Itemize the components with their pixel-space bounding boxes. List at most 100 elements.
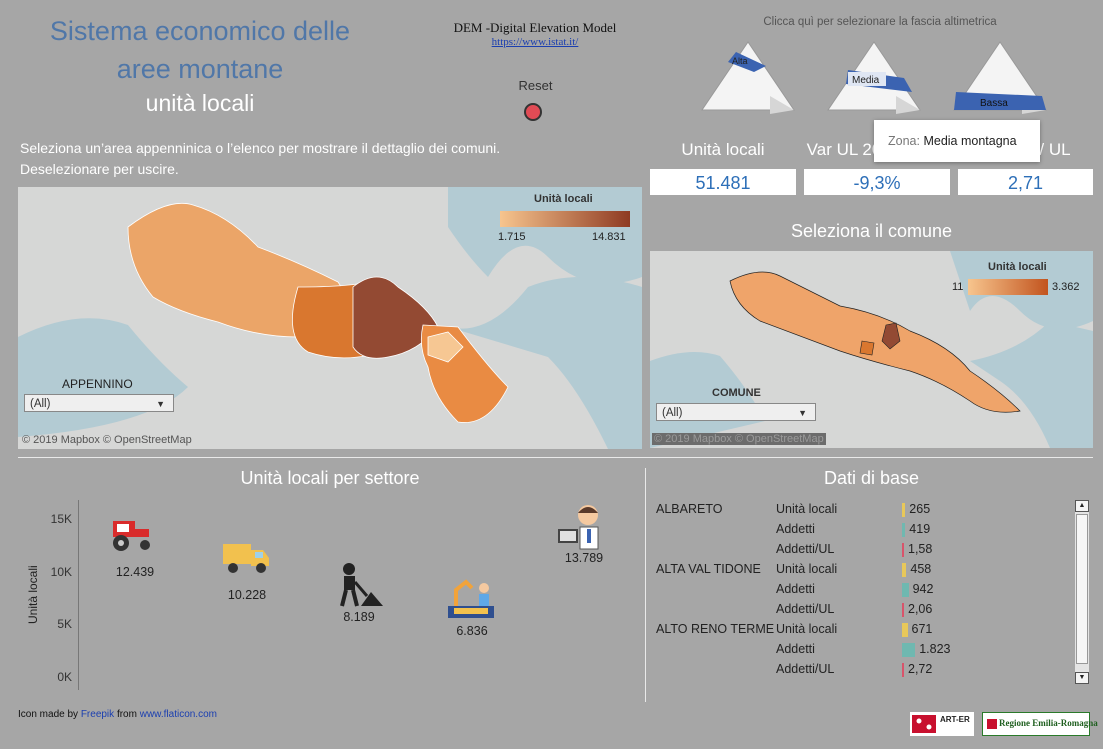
page-title-line2: aree montane (116, 54, 284, 84)
table-row[interactable]: Addetti/UL 2,06 (654, 600, 1072, 620)
kpi-value-addetti-ul: 2,71 (958, 169, 1093, 195)
value-cell: 1.823 (919, 642, 951, 656)
factory-robot-icon (448, 579, 494, 618)
pyramid-band-bassa (954, 92, 1046, 110)
dati-scrollbar[interactable]: ▲ ▼ (1075, 500, 1089, 684)
appennino-filter-select[interactable]: (All) ▼ (24, 394, 174, 412)
value-bar (902, 663, 904, 677)
pyramid-media-button[interactable]: Media (824, 38, 924, 118)
office-worker-icon (558, 504, 599, 550)
right-legend-max: 3.362 (1052, 281, 1080, 293)
value-bar (902, 643, 916, 657)
y-tick-label: 15K (50, 512, 72, 526)
table-row[interactable]: Addetti/UL 1,58 (654, 540, 1072, 560)
pyramid-band-alta (728, 52, 766, 72)
pyramid-side (896, 96, 920, 114)
table-row[interactable]: Addetti/UL 2,72 (654, 660, 1072, 680)
instructions-line1: Seleziona un’area appenninica o l’elenco… (20, 140, 501, 156)
comune-cell: ALBARETO (656, 502, 723, 516)
left-legend-title: Unità locali (534, 193, 593, 205)
pyramid-label-alta: Alta (732, 56, 748, 66)
table-row[interactable]: Addetti 419 (654, 520, 1072, 540)
appennino-map[interactable]: Unità locali 1.715 14.831 APPENNINO (All… (18, 187, 642, 449)
value-bar (902, 543, 904, 557)
right-legend-bar (968, 279, 1048, 295)
region-light[interactable] (427, 331, 464, 363)
comune-filter-select[interactable]: (All) ▼ (656, 403, 816, 421)
tractor-icon (113, 520, 150, 551)
comune-map-title: Seleziona il comune (790, 221, 953, 241)
sector-value-label: 6.836 (456, 623, 488, 638)
comune-mid[interactable] (859, 340, 875, 356)
tooltip-key: Zona: (888, 134, 920, 148)
sea-adriatic-south (448, 277, 642, 449)
metric-cell: Addetti/UL (776, 542, 835, 556)
kpi-value-var-ul: -9,3% (804, 169, 950, 195)
table-row[interactable]: Addetti 1.823 (654, 640, 1072, 660)
regione-logo: Regione Emilia-Romagna (982, 712, 1098, 736)
y-axis-line (78, 500, 79, 690)
value-bar (902, 503, 906, 517)
metric-cell: Addetti/UL (776, 602, 835, 616)
metric-cell: Addetti (776, 642, 815, 656)
instructions-line2: Deselezionare per uscire. (20, 161, 179, 177)
pyramid-label-bg (848, 72, 886, 86)
right-legend-title: Unità locali (988, 261, 1047, 273)
table-row[interactable]: Addetti 942 (654, 580, 1072, 600)
comune-filter-value: (All) (662, 407, 683, 419)
sector-value-label: 13.789 (564, 550, 604, 565)
sector-value-label: 12.439 (115, 564, 155, 579)
page-title: Sistema economico delle (49, 16, 351, 46)
metric-cell: Unità locali (776, 502, 838, 516)
comune-cell: ALTA VAL TIDONE (656, 562, 761, 576)
y-tick-label: 0K (57, 670, 72, 684)
kpi-value-unita-locali: 51.481 (650, 169, 796, 195)
kpi-label-addetti-ul: / UL (1039, 140, 1071, 159)
art-er-logo-mark (912, 715, 936, 733)
regione-flag-icon (987, 719, 997, 729)
icon-credit: Icon made by Freepik from www.flaticon.c… (18, 709, 217, 720)
pyramid-label-bassa: Bassa (980, 98, 1008, 109)
comune-dark[interactable] (881, 322, 901, 350)
value-cell: 458 (910, 562, 932, 576)
kpi-label-var-ul: Var UL 20 (806, 140, 882, 159)
table-row[interactable]: ALTO RENO TERME Unità locali 671 (654, 620, 1072, 640)
value-cell: 671 (911, 622, 933, 636)
value-bar (902, 583, 909, 597)
reset-button[interactable] (524, 103, 542, 121)
reset-label: Reset (518, 78, 553, 93)
scroll-thumb[interactable] (1076, 514, 1088, 664)
pyramid-bassa-button[interactable]: Bassa (950, 38, 1050, 118)
dem-title: DEM -Digital Elevation Model (453, 20, 617, 35)
comuni-shape[interactable] (729, 271, 1021, 413)
instructions: Seleziona un’area appenninica o l’elenco… (20, 138, 620, 180)
credit-site-link[interactable]: www.flaticon.com (139, 709, 217, 720)
sea-tyrrhenian (650, 352, 765, 448)
dem-block: DEM -Digital Elevation Model https://www… (440, 20, 630, 48)
table-row[interactable]: ALBARETO Unità locali 265 (654, 500, 1072, 520)
value-cell: 1,58 (908, 542, 933, 556)
page-subtitle: unità locali (145, 90, 255, 116)
pyramid-alta-button[interactable]: Alta (698, 38, 798, 118)
scroll-down-button[interactable]: ▼ (1075, 672, 1089, 684)
credit-author-link[interactable]: Freepik (80, 709, 115, 720)
right-map-attribution: © 2019 Mapbox © OpenStreetMap (652, 433, 826, 445)
scroll-up-button[interactable]: ▲ (1075, 500, 1089, 512)
dem-link[interactable]: https://www.istat.it/ (491, 36, 579, 48)
value-cell: 2,72 (908, 662, 933, 676)
pyramid-shape (701, 41, 795, 111)
left-map-attribution: © 2019 Mapbox © OpenStreetMap (22, 434, 192, 446)
value-bar (902, 603, 904, 617)
y-tick-label: 10K (50, 564, 72, 579)
table-row[interactable]: ALTA VAL TIDONE Unità locali 458 (654, 560, 1072, 580)
comune-cell: ALTO RENO TERME (656, 622, 775, 636)
value-bar (902, 623, 908, 637)
kpi-label-unita-locali: Unità locali (681, 140, 765, 159)
metric-cell: Unità locali (776, 562, 838, 576)
altimetry-hint: Clicca quì per selezionare la fascia alt… (763, 16, 997, 28)
tooltip-value: Media montagna (923, 134, 1017, 148)
metric-cell: Addetti (776, 522, 815, 536)
sector-value-label: 10.228 (227, 588, 267, 603)
region-central[interactable] (292, 281, 371, 359)
comune-map[interactable]: Unità locali 11 3.362 COMUNE (All) ▼ © 2… (650, 251, 1093, 448)
